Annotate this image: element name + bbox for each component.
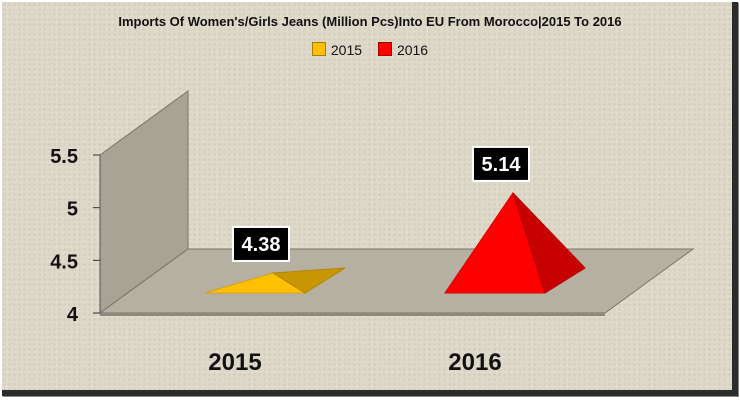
- x-tick-label-2015: 2015: [208, 349, 261, 376]
- legend-item-2016: 2016: [377, 42, 429, 58]
- data-label-2016: 5.14: [482, 154, 522, 176]
- pyramid-side-2016: [512, 192, 586, 294]
- legend-swatch-2015: [311, 42, 326, 56]
- chart-floor: [98, 248, 695, 314]
- x-tick-label-2016: 2016: [448, 349, 501, 376]
- chart-area: [2, 2, 738, 396]
- y-tick-label: 5: [67, 199, 78, 221]
- legend-item-2015: 2015: [311, 42, 363, 58]
- chart-title: Imports Of Women's/Girls Jeans (Million …: [118, 14, 622, 29]
- legend: 2015 2016: [0, 42, 740, 58]
- data-label-2015: 4.38: [242, 234, 281, 256]
- floor-edge: [100, 313, 605, 316]
- pyramid-side-2015: [271, 267, 346, 294]
- legend-label-2016: 2016: [396, 42, 429, 58]
- y-tick-label: 4.5: [50, 251, 78, 273]
- y-tick-label: 5.5: [50, 146, 78, 168]
- data-label-box-2015: [232, 225, 290, 262]
- data-label-box-2016: [472, 145, 530, 182]
- legend-label-2015: 2015: [330, 42, 363, 58]
- y-tick-label: 4: [67, 304, 79, 326]
- legend-swatch-2016: [377, 42, 392, 56]
